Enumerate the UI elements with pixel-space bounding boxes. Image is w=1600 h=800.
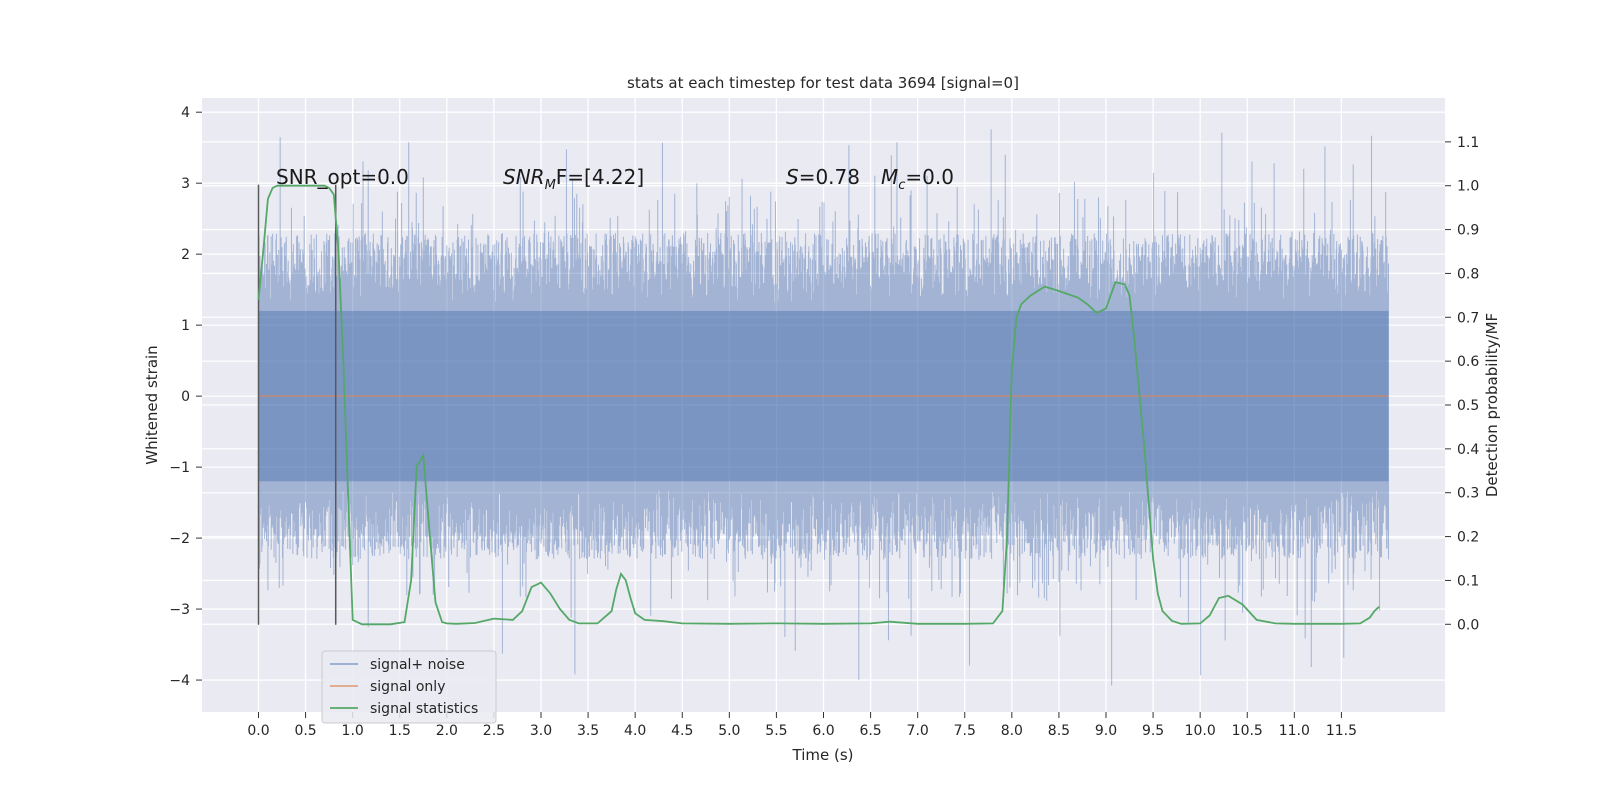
legend-label-signal-only: signal only [370,679,445,695]
y-axis-left: −4 −3 −2 −1 0 1 2 3 4 [169,105,202,689]
y-right-tick-label: 0.6 [1457,354,1479,370]
series-signal-statistics [257,184,1380,626]
y-left-tick-label: −2 [169,531,190,547]
y-left-tick-label: −4 [169,673,190,689]
x-tick-label: 8.5 [1048,723,1070,739]
y-left-tick-label: −3 [169,602,190,618]
annotation-s-value: =0.78 [799,165,860,189]
x-tick-label: 3.0 [530,723,552,739]
y-right-tick-label: 0.8 [1457,266,1479,282]
x-tick-label: 9.0 [1095,723,1117,739]
x-axis-label: Time (s) [792,746,854,764]
y-right-tick-label: 0.1 [1457,573,1479,589]
x-tick-label: 10.0 [1185,723,1216,739]
y-left-tick-label: 1 [181,318,190,334]
legend-label-signal-noise: signal+ noise [370,657,465,673]
y-right-tick-label: 1.0 [1457,179,1479,195]
annotation-mc: Mc=0.0 [881,165,954,193]
vertical-markers [257,184,337,625]
x-tick-label: 8.0 [1001,723,1023,739]
x-tick-label: 10.5 [1232,723,1263,739]
legend-label-signal-statistics: signal statistics [370,701,478,717]
x-tick-label: 5.5 [765,723,787,739]
x-tick-label: 2.0 [436,723,458,739]
y-axis-left-label: Whitened strain [143,345,161,464]
x-tick-label: 11.0 [1279,723,1310,739]
y-axis-right-label: Detection probability/MF [1483,313,1501,497]
statistics-line [257,184,1380,626]
annotation-snr-mf-sub: M [545,178,556,193]
x-tick-label: 2.5 [483,723,505,739]
x-tick-label: 1.0 [342,723,364,739]
x-tick-label: 5.0 [718,723,740,739]
x-tick-label: 6.0 [812,723,834,739]
chart-title: stats at each timestep for test data 369… [627,74,1019,92]
annotation-s-symbol: S [786,165,799,189]
y-right-tick-label: 0.3 [1457,486,1479,502]
y-right-tick-label: 0.5 [1457,398,1479,414]
y-left-tick-label: −1 [169,460,190,476]
y-right-tick-label: 0.4 [1457,442,1479,458]
x-tick-label: 9.5 [1142,723,1164,739]
annotation-snr-opt: SNR_opt=0.0 [276,165,409,189]
y-right-tick-label: 0.7 [1457,310,1479,326]
y-left-tick-label: 4 [181,105,190,121]
annotation-mc-value: =0.0 [905,165,954,189]
y-right-tick-label: 0.9 [1457,223,1479,239]
y-right-tick-label: 1.1 [1457,135,1479,151]
y-left-tick-label: 3 [181,176,190,192]
x-tick-label: 0.0 [247,723,269,739]
x-tick-label: 11.5 [1326,723,1357,739]
annotation-snr-mf-main: SNR [503,165,545,189]
x-tick-label: 7.0 [907,723,929,739]
annotation-snr-mf: SNRMF=[4.22] [503,165,644,193]
x-tick-label: 1.5 [389,723,411,739]
legend-box [321,650,497,724]
x-axis: 0.0 0.5 1.0 1.5 2.0 2.5 3.0 3.5 4.0 4.5 5.0 5.5 6.0 6… [247,712,1357,739]
annotation-snr-mf-value: F=[4.22] [556,165,644,189]
x-tick-label: 4.5 [671,723,693,739]
x-tick-label: 6.5 [859,723,881,739]
x-tick-label: 3.5 [577,723,599,739]
grid [202,98,1445,712]
y-axis-right: 0.0 0.1 0.2 0.3 0.4 0.5 0.6 0.7 0.8 0.9 1.0 1.1 [1445,135,1479,633]
legend: signal+ noise signal only signal statist… [321,650,497,724]
y-right-tick-label: 0.0 [1457,617,1479,633]
annotation-mc-sub: c [898,178,905,193]
x-tick-label: 4.0 [624,723,646,739]
annotation-mc-symbol: M [881,165,898,189]
annotation-s: S=0.78 [786,165,860,189]
y-left-tick-label: 2 [181,247,190,263]
x-tick-label: 0.5 [294,723,316,739]
x-tick-label: 7.5 [954,723,976,739]
y-right-tick-label: 0.2 [1457,530,1479,546]
y-left-tick-label: 0 [181,389,190,405]
